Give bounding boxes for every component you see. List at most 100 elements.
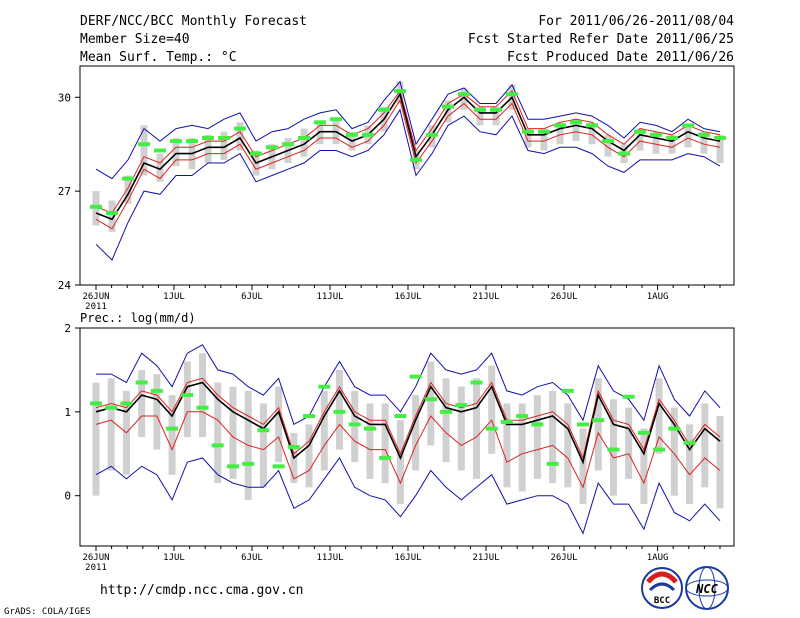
header-variable: Mean Surf. Temp.: °C xyxy=(80,50,237,65)
footer-url: http://cmdp.ncc.cma.gov.cn xyxy=(100,583,304,598)
bcc-logo-text: BCC xyxy=(654,596,670,606)
green-marker xyxy=(234,126,246,131)
x-tick-label: 26JUN xyxy=(82,292,109,302)
spread-bar xyxy=(472,378,480,479)
green-marker xyxy=(333,409,346,414)
spread-bar xyxy=(236,122,244,151)
green-marker xyxy=(318,384,331,389)
plot-area xyxy=(90,344,724,535)
spread-bar xyxy=(183,361,191,437)
green-marker xyxy=(637,430,650,435)
green-marker xyxy=(287,445,300,450)
green-marker xyxy=(602,139,614,144)
green-marker xyxy=(379,455,392,460)
green-marker xyxy=(202,135,214,140)
green-marker xyxy=(90,401,102,406)
spread-bar xyxy=(124,175,132,204)
spread-bar xyxy=(640,428,648,505)
green-marker xyxy=(120,401,133,406)
series-min-line xyxy=(95,108,721,261)
green-marker xyxy=(554,123,566,128)
green-marker xyxy=(668,426,681,431)
x-tick-label: 16JUL xyxy=(394,292,421,302)
spread-bar xyxy=(503,403,511,488)
green-marker xyxy=(135,380,148,385)
green-marker xyxy=(458,92,470,97)
green-marker xyxy=(622,394,635,399)
green-marker xyxy=(546,461,559,466)
spread-bar xyxy=(625,407,633,479)
header-produced-date: Fcst Produced Date 2011/06/26 xyxy=(507,50,734,65)
spread-bar xyxy=(153,374,161,450)
header-forecast-range: For 2011/06/26-2011/08/04 xyxy=(538,14,734,29)
x-tick-label: 26JUN xyxy=(82,553,109,563)
spread-bar xyxy=(204,134,212,163)
green-marker xyxy=(154,148,166,153)
green-marker xyxy=(282,142,294,147)
green-marker xyxy=(211,443,224,448)
spread-bar xyxy=(579,428,587,505)
series-upper-line xyxy=(95,89,721,214)
green-marker xyxy=(516,414,529,419)
green-marker xyxy=(410,157,422,162)
green-marker xyxy=(683,440,696,445)
spread-bar xyxy=(686,424,694,505)
spread-bar xyxy=(655,378,663,454)
spread-bar xyxy=(427,361,435,446)
series-lower-line xyxy=(95,99,721,230)
green-marker xyxy=(363,426,376,431)
green-marker xyxy=(257,428,270,433)
green-marker xyxy=(250,151,262,156)
x-tick-label: 1JUL xyxy=(163,553,185,563)
green-marker xyxy=(474,107,486,112)
spread-bar xyxy=(305,424,313,488)
spread-bar xyxy=(138,369,146,437)
green-marker xyxy=(570,120,582,125)
spread-bar xyxy=(488,365,496,454)
green-marker xyxy=(577,422,590,427)
spread-bar xyxy=(549,390,557,484)
header-start-date: Fcst Started Refer Date 2011/06/25 xyxy=(468,32,734,47)
header-member-size: Member Size=40 xyxy=(80,32,190,47)
x-tick-label: 1AUG xyxy=(647,553,669,563)
x-tick-label: 6JUL xyxy=(241,292,263,302)
green-marker xyxy=(666,135,678,140)
spread-bar xyxy=(636,128,644,151)
green-marker xyxy=(90,204,102,209)
spread-bar xyxy=(156,153,164,182)
green-marker xyxy=(138,142,150,147)
x-tick-label: 1JUL xyxy=(163,292,185,302)
spread-bar xyxy=(199,353,207,437)
green-marker xyxy=(618,151,630,156)
green-marker xyxy=(242,461,255,466)
green-marker xyxy=(105,405,118,410)
green-marker xyxy=(170,139,182,144)
green-marker xyxy=(490,107,502,112)
spread-bar xyxy=(604,134,612,157)
green-marker xyxy=(634,129,646,134)
spread-bar xyxy=(609,399,617,496)
spread-bar xyxy=(588,122,596,145)
green-marker xyxy=(166,426,179,431)
spread-bar xyxy=(259,403,267,488)
spread-bar xyxy=(540,128,548,151)
spread-bar xyxy=(564,403,572,488)
spread-bar xyxy=(172,137,180,167)
spread-bar xyxy=(351,390,359,463)
green-marker xyxy=(303,414,316,419)
spread-bar xyxy=(594,378,602,471)
series-upper-line xyxy=(95,377,721,460)
green-marker xyxy=(592,418,605,423)
green-marker xyxy=(330,117,342,122)
spread-bar xyxy=(460,87,468,110)
spread-bar xyxy=(444,100,452,123)
green-marker xyxy=(682,123,694,128)
green-marker xyxy=(196,405,209,410)
green-marker xyxy=(586,123,598,128)
x-tick-label: 16JUL xyxy=(394,553,421,563)
spread-bar xyxy=(396,420,404,505)
x-tick-label: 1AUG xyxy=(647,292,669,302)
green-marker xyxy=(122,176,134,181)
x-tick-label: 26JUL xyxy=(550,292,577,302)
